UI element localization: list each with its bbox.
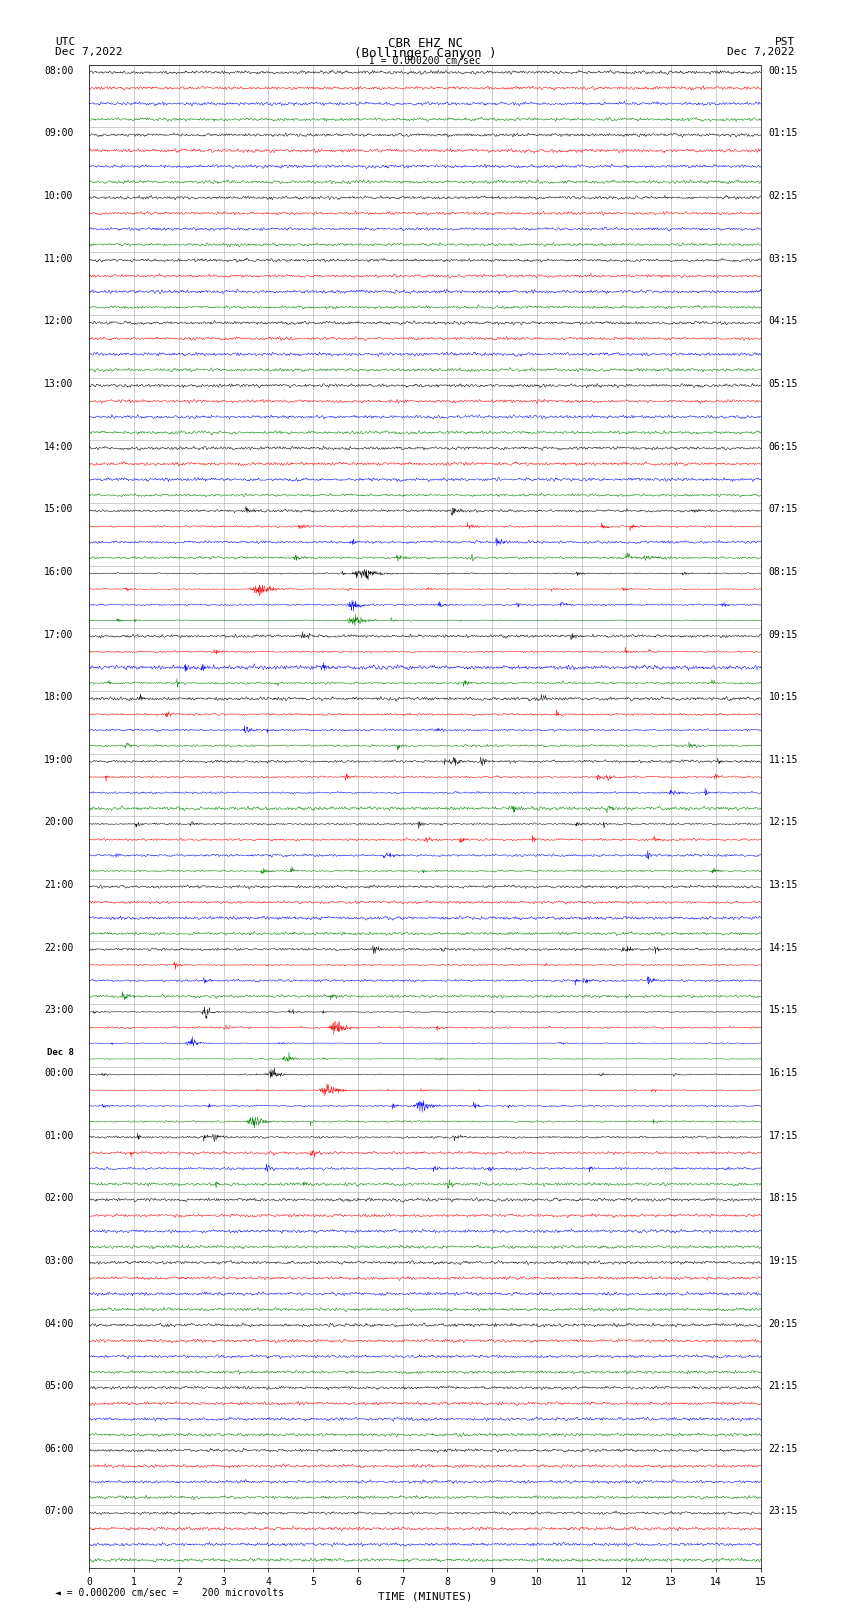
Text: 01:00: 01:00 [44,1131,74,1140]
Text: 22:15: 22:15 [768,1444,798,1453]
Text: 19:00: 19:00 [44,755,74,765]
Text: 06:00: 06:00 [44,1444,74,1453]
Text: I = 0.000200 cm/sec: I = 0.000200 cm/sec [369,56,481,66]
Text: Dec 8: Dec 8 [47,1048,74,1058]
Text: 07:15: 07:15 [768,505,798,515]
Text: 14:00: 14:00 [44,442,74,452]
Text: 13:00: 13:00 [44,379,74,389]
Text: 11:00: 11:00 [44,253,74,263]
Text: 03:15: 03:15 [768,253,798,263]
Text: 12:00: 12:00 [44,316,74,326]
Text: 08:15: 08:15 [768,566,798,577]
Text: 09:00: 09:00 [44,129,74,139]
Text: 19:15: 19:15 [768,1257,798,1266]
Text: 16:00: 16:00 [44,566,74,577]
Text: PST: PST [774,37,795,47]
Text: 06:15: 06:15 [768,442,798,452]
Text: 21:00: 21:00 [44,881,74,890]
Text: 22:00: 22:00 [44,942,74,953]
Text: (Bollinger Canyon ): (Bollinger Canyon ) [354,47,496,60]
Text: Dec 7,2022: Dec 7,2022 [55,47,122,56]
Text: 01:15: 01:15 [768,129,798,139]
Text: 04:15: 04:15 [768,316,798,326]
Text: 20:00: 20:00 [44,818,74,827]
Text: 15:15: 15:15 [768,1005,798,1015]
Text: 12:15: 12:15 [768,818,798,827]
Text: 10:15: 10:15 [768,692,798,702]
Text: 00:00: 00:00 [44,1068,74,1077]
Text: ◄ = 0.000200 cm/sec =    200 microvolts: ◄ = 0.000200 cm/sec = 200 microvolts [55,1589,285,1598]
Text: 05:15: 05:15 [768,379,798,389]
Text: 03:00: 03:00 [44,1257,74,1266]
Text: Dec 7,2022: Dec 7,2022 [728,47,795,56]
Text: 17:00: 17:00 [44,629,74,639]
Text: 05:00: 05:00 [44,1381,74,1390]
Text: 04:00: 04:00 [44,1318,74,1329]
Text: 16:15: 16:15 [768,1068,798,1077]
Text: 23:15: 23:15 [768,1507,798,1516]
Text: CBR EHZ NC: CBR EHZ NC [388,37,462,50]
Text: 23:00: 23:00 [44,1005,74,1015]
Text: 13:15: 13:15 [768,881,798,890]
Text: 11:15: 11:15 [768,755,798,765]
X-axis label: TIME (MINUTES): TIME (MINUTES) [377,1590,473,1602]
Text: 14:15: 14:15 [768,942,798,953]
Text: 09:15: 09:15 [768,629,798,639]
Text: 18:00: 18:00 [44,692,74,702]
Text: 02:00: 02:00 [44,1194,74,1203]
Text: 17:15: 17:15 [768,1131,798,1140]
Text: 15:00: 15:00 [44,505,74,515]
Text: 08:00: 08:00 [44,66,74,76]
Text: 21:15: 21:15 [768,1381,798,1390]
Text: 00:15: 00:15 [768,66,798,76]
Text: 20:15: 20:15 [768,1318,798,1329]
Text: 07:00: 07:00 [44,1507,74,1516]
Text: 18:15: 18:15 [768,1194,798,1203]
Text: 02:15: 02:15 [768,190,798,202]
Text: 10:00: 10:00 [44,190,74,202]
Text: UTC: UTC [55,37,76,47]
